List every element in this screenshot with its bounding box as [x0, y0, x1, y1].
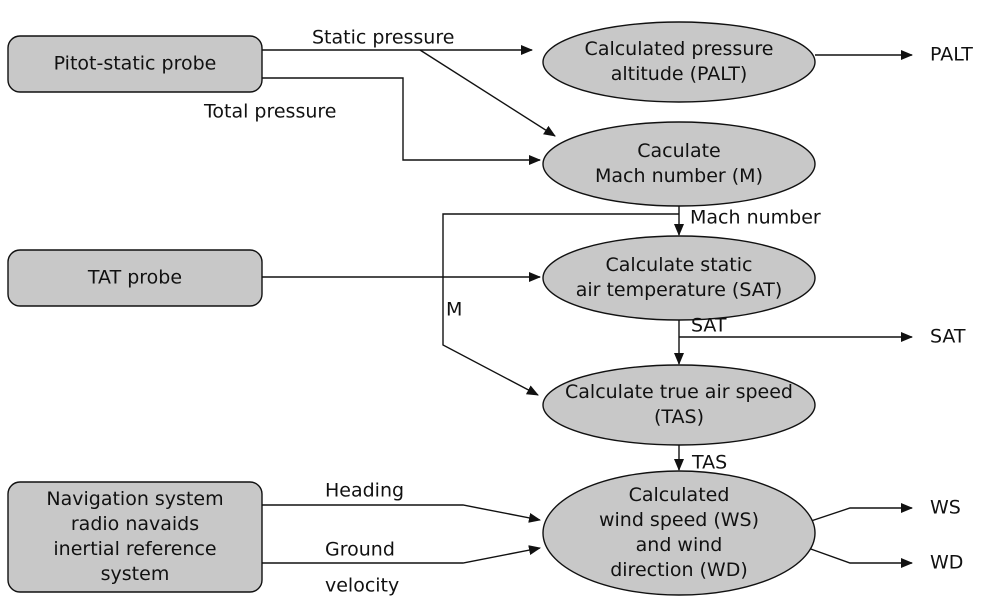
- node: Calculated pressure altitude (PALT): [542, 21, 816, 103]
- edge-label: velocity: [325, 575, 399, 597]
- process-ellipse: [542, 21, 816, 103]
- node: Calculate static air temperature (SAT): [542, 235, 816, 321]
- arrow: [442, 213, 679, 396]
- node-label: Pitot-static probe: [54, 53, 217, 75]
- node-label: Calculated: [629, 484, 730, 506]
- node-label: system: [101, 563, 170, 585]
- node-label: wind speed (WS): [599, 509, 759, 531]
- edge-label: Total pressure: [203, 101, 336, 123]
- node-label: TAT probe: [87, 267, 182, 289]
- edge-label: Heading: [325, 480, 404, 502]
- node: Calculated wind speed (WS) and wind directi…: [542, 470, 816, 596]
- process-ellipse: [542, 470, 816, 596]
- process-ellipse: [542, 364, 816, 446]
- arrow: [807, 503, 913, 523]
- node-label: altitude (PALT): [611, 63, 748, 85]
- node-label: inertial reference: [53, 538, 216, 560]
- node: Calculate true air speed (TAS): [542, 364, 816, 446]
- node-label: radio navaids: [71, 513, 199, 535]
- edge-label: Static pressure: [312, 27, 454, 49]
- process-ellipse: [542, 235, 816, 321]
- node: Caculate Mach number (M): [542, 121, 816, 207]
- node-label: (TAS): [654, 406, 704, 428]
- arrow: [807, 547, 913, 568]
- arrow: [262, 77, 541, 165]
- edge-label: M: [446, 299, 462, 321]
- output-label: WS: [930, 497, 961, 519]
- edge-label: Mach number: [690, 207, 821, 229]
- process-ellipse: [542, 121, 816, 207]
- node-label: Caculate: [637, 140, 720, 162]
- node-label: Calculate static: [606, 254, 753, 276]
- node-label: Calculate true air speed: [565, 381, 793, 403]
- process-box: [7, 249, 263, 307]
- arrow: [262, 504, 541, 523]
- output-label: WD: [930, 552, 963, 574]
- process-box: [7, 481, 263, 593]
- edge-label: TAS: [691, 452, 727, 474]
- node-label: Navigation system: [46, 488, 223, 510]
- node-label: air temperature (SAT): [576, 279, 783, 301]
- node-label: direction (WD): [610, 559, 748, 581]
- edge-label: SAT: [691, 315, 727, 337]
- output-label: SAT: [930, 326, 966, 348]
- arrow: [419, 49, 556, 137]
- node-label: Mach number (M): [595, 165, 763, 187]
- process-box: [7, 35, 263, 93]
- node-label: and wind: [636, 534, 723, 556]
- node: TAT probe: [7, 249, 263, 307]
- node-label: Calculated pressure: [585, 38, 774, 60]
- arrow: [262, 545, 541, 564]
- edge-label: Ground: [325, 539, 395, 561]
- connectors: [262, 45, 913, 568]
- node: Pitot-static probe: [7, 35, 263, 93]
- output-label: PALT: [930, 44, 973, 66]
- node: Navigation system radio navaids inertial r…: [7, 481, 263, 593]
